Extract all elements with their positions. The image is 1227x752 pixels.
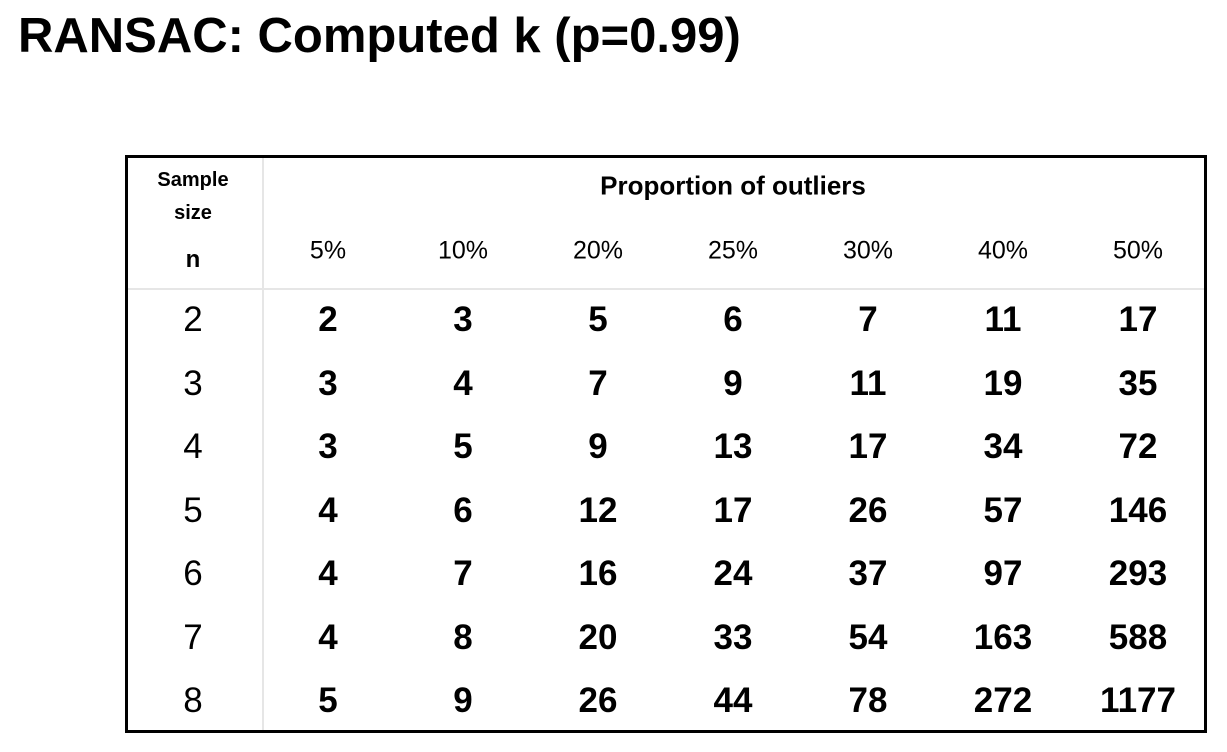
table-cell: 72 [1118, 427, 1158, 466]
table: Sample size n Proportion of outliers 5% 10% 2… [125, 155, 1207, 733]
table-cell: 35 [1118, 363, 1158, 403]
column-header: 10% [437, 236, 489, 265]
table-cell: 57 [983, 490, 1023, 530]
table-cell: 146 [1108, 490, 1168, 530]
table-cell: 293 [1108, 554, 1168, 593]
table-cell: 7 [588, 363, 608, 403]
table-cell: 3 [453, 300, 473, 339]
header-divider [128, 288, 1204, 290]
table-cell: 8 [453, 617, 473, 657]
corner-label: Sample size [157, 169, 229, 224]
row-header: 8 [183, 681, 203, 720]
table-cell: 163 [973, 617, 1033, 657]
table-cell: 5 [588, 300, 608, 339]
corner-symbol: n [185, 246, 201, 273]
column-divider [262, 158, 264, 730]
table-cell: 54 [848, 617, 888, 657]
column-header: 30% [842, 236, 894, 265]
row-header: 4 [183, 427, 203, 466]
table-cell: 11 [849, 363, 887, 403]
table-cell: 26 [578, 681, 618, 720]
table-cell: 34 [983, 427, 1023, 466]
column-header: 20% [572, 236, 624, 265]
table-cell: 44 [713, 681, 753, 720]
table-cell: 9 [723, 363, 743, 403]
column-header: 25% [707, 236, 759, 265]
row-header: 3 [183, 363, 203, 403]
table-cell: 7 [858, 300, 878, 339]
column-header: 5% [309, 236, 347, 265]
table-cell: 17 [1118, 300, 1158, 339]
row-header: 5 [183, 490, 203, 530]
table-cell: 3 [318, 363, 338, 403]
row-header: 2 [183, 300, 203, 339]
table-cell: 33 [713, 617, 753, 657]
title: RANSAC: Computed k (p=0.99) [18, 9, 741, 63]
column-group-header: Proportion of outliers [600, 170, 866, 201]
table-cell: 272 [973, 681, 1033, 720]
table-cell: 37 [848, 554, 888, 593]
table-cell: 26 [848, 490, 888, 530]
table-cell: 7 [453, 554, 473, 593]
table-cell: 6 [453, 490, 473, 530]
row-header: 7 [183, 617, 203, 657]
table-cell: 5 [318, 681, 338, 720]
table-cell: 3 [318, 427, 338, 466]
table-cell: 4 [318, 554, 338, 593]
table-cell: 17 [848, 427, 888, 466]
table-cell: 2 [318, 300, 338, 339]
row-header: 6 [183, 554, 203, 593]
table-cell: 12 [578, 490, 618, 530]
table-cell: 4 [318, 617, 338, 657]
table-cell: 19 [983, 363, 1023, 403]
table-cell: 9 [588, 427, 608, 466]
table-cell: 6 [723, 300, 743, 339]
table-cell: 16 [578, 554, 618, 593]
table-cell: 97 [983, 554, 1023, 593]
table-cell: 13 [713, 427, 753, 466]
table-cell: 588 [1108, 617, 1168, 657]
table-cell: 4 [453, 363, 473, 403]
table-cell: 78 [848, 681, 888, 720]
table-cell: 17 [713, 490, 753, 530]
table-cell: 24 [713, 554, 753, 593]
table-cell: 4 [318, 490, 338, 530]
column-header: 40% [977, 236, 1029, 265]
table-cell: 5 [453, 427, 473, 466]
table-cell: 11 [984, 300, 1022, 339]
table-cell: 9 [453, 681, 473, 720]
table-cell: 1177 [1100, 681, 1176, 720]
column-header: 50% [1112, 236, 1164, 265]
table-cell: 20 [578, 617, 618, 657]
